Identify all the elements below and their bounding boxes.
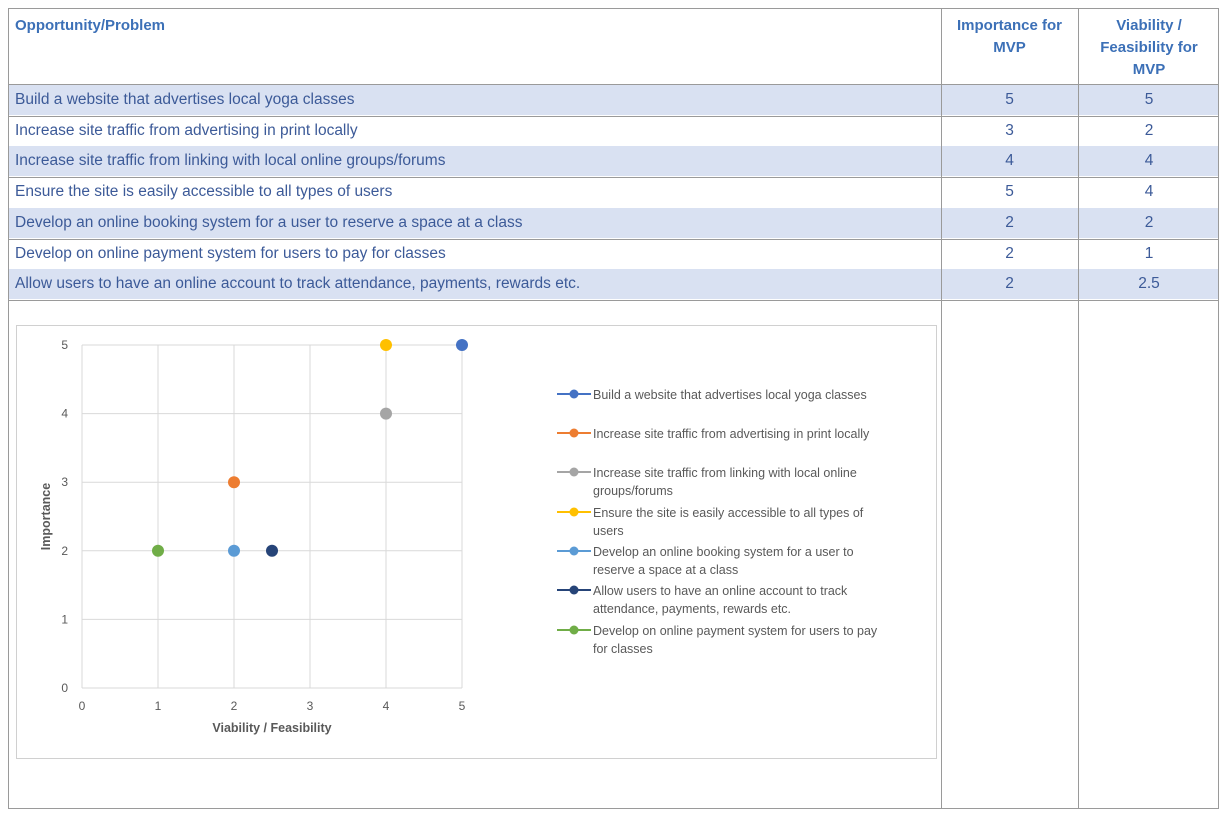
data-point [456,339,468,351]
row-viability: 2 [1144,213,1154,231]
row-viability: 5 [1144,91,1154,108]
header-viability-line: MVP [1132,61,1166,78]
table-row: Allow users to have an online account to… [9,269,1218,300]
legend-entry-text: groups/forums [593,484,673,498]
column-divider [941,9,942,808]
row-importance: 3 [1005,121,1014,139]
legend-entry-text: Increase site traffic from advertising i… [593,427,870,441]
table-row: Develop an online booking system for a u… [9,207,1218,238]
row-importance: 5 [1005,91,1014,108]
row-divider [9,299,1218,301]
header-importance: Importance for MVP [941,15,1078,59]
legend-marker-dot [569,546,579,556]
data-point [228,476,240,489]
legend-entry-text: Increase site traffic from linking with … [593,466,857,480]
header-divider [9,84,1218,85]
legend-entry-text: attendance, payments, rewards etc. [593,602,791,616]
row-divider [9,115,1218,117]
row-viability: 4 [1144,183,1154,201]
x-tick-label: 3 [307,699,314,713]
table-row: Increase site traffic from linking with … [9,146,1218,177]
header-importance-line: MVP [993,39,1026,56]
data-point [228,544,240,557]
row-importance: 2 [1005,244,1014,262]
scatter-chart: 0 1 2 3 4 5 0 1 2 3 4 5 Viability / Feasibility Impor… [16,325,937,759]
legend-entry-text: reserve a space at a class [593,563,738,577]
row-importance: 2 [1005,213,1014,231]
x-tick-label: 1 [155,699,162,713]
row-opportunity: Ensure the site is easily accessible to … [15,183,393,201]
legend-marker-dot [569,507,579,517]
table-row: Ensure the site is easily accessible to … [9,177,1218,207]
y-axis-label: Importance [39,483,53,550]
row-importance: 2 [1005,275,1014,293]
x-tick-label: 5 [459,699,466,713]
legend-marker-dot [569,625,579,635]
row-divider [9,238,1218,240]
x-tick-label: 2 [231,699,238,713]
row-opportunity: Allow users to have an online account to… [15,275,581,293]
data-point [380,407,392,420]
legend-entry-text: Allow users to have an online account to… [593,584,848,598]
column-divider [1078,9,1079,808]
row-viability: 4 [1144,152,1154,170]
x-tick-label: 4 [383,699,390,713]
header-opportunity: Opportunity/Problem [15,17,165,34]
legend-marker-dot [569,389,579,399]
header-importance-line: Importance for [956,17,1062,34]
table-row: Develop on online payment system for use… [9,239,1218,269]
legend-entry-text: Develop on online payment system for use… [593,624,878,638]
table-row: Build a website that advertises local yo… [9,85,1218,115]
legend-entry-text: for classes [593,642,653,656]
legend-marker-dot [569,428,579,438]
y-tick-label: 0 [61,681,68,695]
data-point [152,544,164,557]
header-viability-line: Feasibility for [1100,39,1198,56]
row-viability: 2 [1144,121,1154,139]
header-viability: Viability / Feasibility for MVP [1078,15,1220,81]
x-tick-label: 0 [79,699,86,713]
legend-entry-text: Build a website that advertises local yo… [593,388,867,402]
row-opportunity: Develop on online payment system for use… [15,244,446,262]
legend-marker-dot [569,467,579,477]
row-opportunity: Increase site traffic from linking with … [15,152,446,170]
data-point [380,339,392,351]
table-row: Increase site traffic from advertising i… [9,116,1218,146]
row-viability: 1 [1144,244,1154,262]
x-axis-label: Viability / Feasibility [212,721,331,735]
scatter-chart-svg: 0 1 2 3 4 5 0 1 2 3 4 5 Viability / Feasibility Impor… [39,338,878,735]
row-importance: 5 [1005,183,1014,201]
legend-entry-text: Develop an online booking system for a u… [593,545,854,559]
y-tick-label: 2 [61,544,68,558]
y-tick-label: 1 [61,612,68,626]
row-opportunity: Build a website that advertises local yo… [15,91,355,108]
y-tick-label: 3 [61,475,68,489]
row-divider [9,177,1218,179]
opportunity-table: Build a website that advertises local yo… [8,8,1219,809]
row-opportunity: Increase site traffic from advertising i… [15,121,358,139]
legend-entry-text: Ensure the site is easily accessible to … [593,506,864,520]
y-tick-label: 4 [61,407,68,421]
legend-marker-dot [569,585,579,595]
header-viability-line: Viability / [1116,17,1182,34]
y-tick-label: 5 [61,338,68,352]
data-point [266,544,278,557]
legend-entry-text: users [593,524,624,538]
row-opportunity: Develop an online booking system for a u… [15,213,523,231]
row-viability: 2.5 [1138,275,1160,293]
row-importance: 4 [1005,152,1014,170]
